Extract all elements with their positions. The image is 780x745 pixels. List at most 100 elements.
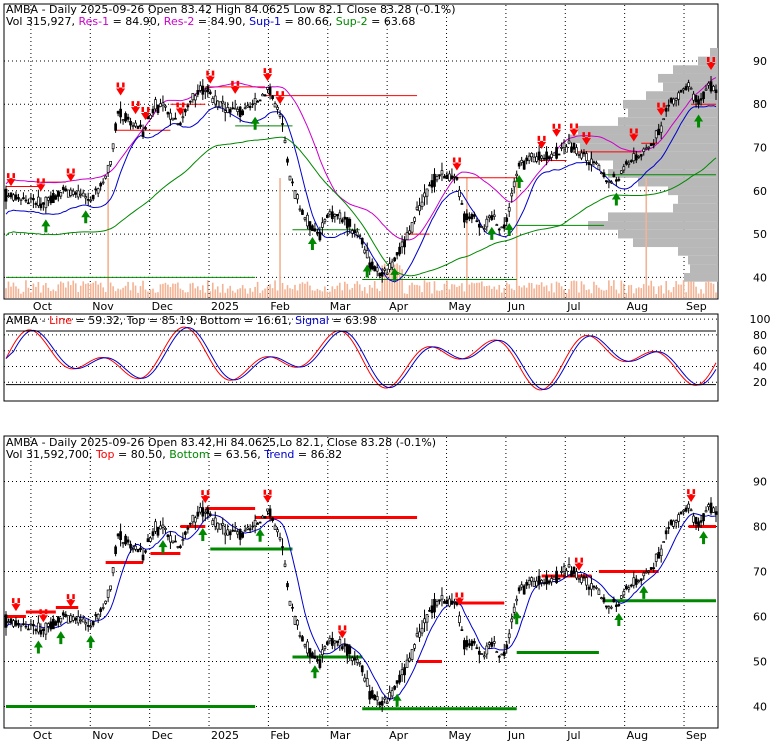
p3-candle-body [477, 650, 481, 655]
p1-candle-body [164, 105, 167, 108]
p1-candle-body [101, 181, 105, 184]
volume-bar [423, 280, 426, 298]
indicator-ytick-label: 60 [753, 345, 767, 358]
p1-candle-body [335, 214, 339, 217]
volume-bar [97, 284, 99, 298]
volume-bar [695, 286, 697, 298]
p3-candle-body [94, 614, 98, 616]
p3-candle-body [370, 690, 374, 699]
volume-bar [650, 280, 653, 298]
profile-bar-7 [628, 108, 718, 118]
p1-buy-arrow [250, 116, 260, 130]
p1-ytick-label: 80 [753, 98, 767, 111]
volume-bar [124, 285, 127, 298]
volume-bar [436, 290, 438, 298]
p3-candle-body [383, 697, 387, 700]
p3-candle-body [597, 589, 601, 595]
profile-bar-18 [673, 203, 718, 213]
trend-levels [5, 507, 717, 711]
p1-candle-body [492, 214, 496, 217]
p1-candle-body [256, 100, 259, 103]
p1-candle-body [587, 162, 591, 166]
p1-candle-body [505, 217, 509, 222]
indicator-ytick-label: 80 [753, 329, 767, 342]
volume-bar [702, 293, 705, 298]
volume-bar [259, 292, 261, 298]
indicator-ticker: AMBA [6, 314, 39, 327]
p3-candle-body [644, 571, 648, 574]
p1-candle-body [550, 153, 553, 158]
p1-xtick-label: Aug [627, 300, 648, 313]
trend-arrows [11, 489, 709, 707]
p3-candle-body [475, 647, 479, 649]
p3-buy-arrow [392, 693, 402, 707]
volume-bar [665, 281, 667, 298]
p3-candle-body [71, 616, 75, 621]
p3-buy-arrow [158, 540, 168, 554]
volume-bar [159, 284, 162, 298]
p1-candle-body [383, 268, 387, 271]
p1-candle-body [575, 147, 578, 155]
volume-bar [548, 291, 550, 298]
volume-bar [376, 288, 378, 298]
p1-candle-body [697, 99, 700, 105]
volume-bar [493, 286, 496, 298]
volume-bar [331, 286, 334, 298]
p3-candle-body [455, 602, 459, 606]
p3-candle-body [714, 511, 718, 515]
volume-bar [520, 287, 523, 298]
oscillator-line [5, 326, 717, 391]
p3-candle-body [311, 652, 314, 659]
p3-candle-body [286, 583, 289, 588]
p3-candle-body [433, 598, 436, 613]
p1-candle-body [32, 198, 35, 201]
volume-bar [540, 282, 543, 298]
p1-xtick-label: Jun [507, 300, 525, 313]
p1-candle-body [7, 195, 10, 198]
volume-bar [12, 282, 15, 298]
p3-candle-body [268, 508, 272, 517]
p1-candle-body [418, 205, 421, 212]
p3-xtick-label: 2025 [211, 729, 239, 742]
p1-candle-body [201, 85, 205, 95]
p3-candle-body [186, 527, 190, 530]
trend-bottom-label: Bottom [169, 448, 209, 461]
p3-candle-body [228, 531, 232, 536]
p1-candle-body [174, 117, 177, 120]
volume-bar [152, 288, 154, 298]
res1-label: Res-1 [78, 15, 109, 28]
p1-candle-body [22, 197, 25, 200]
p3-candle-body [458, 615, 461, 623]
volume-bar [92, 282, 94, 298]
volume-bar [580, 281, 583, 298]
volume-bar [393, 264, 396, 298]
volume-bar [137, 292, 139, 298]
volume-bar [685, 292, 687, 298]
p1-sell-arrow [537, 135, 547, 149]
volume-bar [438, 290, 441, 298]
volume-bar [500, 292, 503, 298]
trend-top-value: = 80.50 [118, 448, 162, 461]
volume-bar [341, 290, 344, 298]
volume-bar [655, 293, 658, 298]
p3-candle-body [415, 633, 419, 637]
top-label: Top [126, 314, 146, 327]
price-candles [4, 76, 718, 283]
p1-ytick-label: 60 [753, 185, 767, 198]
volume-bar [284, 289, 286, 298]
volume-bar [319, 290, 321, 298]
upper-band-line [5, 77, 717, 241]
p1-candle-body [615, 179, 618, 182]
volume-bar [67, 281, 70, 298]
p1-candle-body [198, 85, 202, 91]
volume-bar [630, 284, 633, 298]
p3-candle-body [502, 651, 506, 656]
p1-ytick-label: 70 [753, 142, 767, 155]
profile-bar-3 [658, 73, 718, 83]
volume-bar [94, 280, 97, 298]
p3-candle-body [246, 527, 249, 530]
volume-bar [645, 178, 648, 298]
p1-candle-body [316, 231, 319, 234]
volume-bar [565, 293, 568, 298]
p1-candle-body [455, 176, 459, 180]
